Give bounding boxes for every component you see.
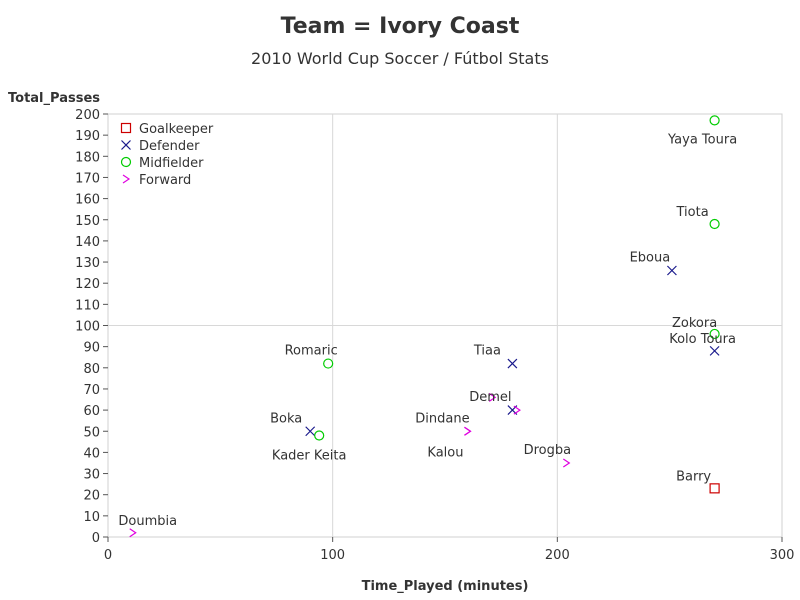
y-axis-label: Total_Passes xyxy=(8,91,100,106)
point-label: Drogba xyxy=(524,443,572,458)
x-tick-label: 200 xyxy=(545,548,570,563)
point-label: Yaya Toura xyxy=(667,132,737,147)
point-label: Demel xyxy=(469,390,511,405)
point-label: Romaric xyxy=(285,344,338,359)
chart-subtitle: 2010 World Cup Soccer / Fútbol Stats xyxy=(251,49,549,68)
y-tick-label: 30 xyxy=(83,468,100,483)
point-label: Tiaa xyxy=(473,344,501,359)
forward-marker xyxy=(513,405,521,415)
x-tick-label: 0 xyxy=(104,548,112,563)
forward-marker xyxy=(122,174,131,184)
point-label: Kalou xyxy=(427,445,463,460)
y-tick-label: 160 xyxy=(75,193,100,208)
y-tick-label: 100 xyxy=(75,320,100,335)
point-label: Dindane xyxy=(415,411,469,426)
forward-marker xyxy=(129,528,137,538)
midfielder-marker xyxy=(709,328,720,340)
y-tick-label: 140 xyxy=(75,235,100,250)
midfielder-marker xyxy=(709,115,720,126)
y-tick-label: 180 xyxy=(75,150,100,165)
goalkeeper-marker xyxy=(709,483,720,494)
y-tick-label: 90 xyxy=(83,341,100,356)
forward-marker xyxy=(464,426,472,436)
point-label: Kader Keita xyxy=(272,448,347,463)
y-tick-label: 120 xyxy=(75,277,100,292)
legend-label: Midfielder xyxy=(139,156,204,171)
y-tick-label: 20 xyxy=(83,489,100,504)
x-tick-label: 100 xyxy=(320,548,345,563)
defender-marker xyxy=(709,345,720,356)
point-label: Boka xyxy=(270,411,302,426)
legend: Goalkeeper Defender Midfielder Forward xyxy=(120,122,214,188)
midfielder-marker xyxy=(120,156,132,168)
axes-layer: 0 10 20 30 40 50 60 70 80 90 100 110 120 130 140 150 160… xyxy=(75,108,794,563)
y-tick-label: 40 xyxy=(83,446,100,461)
point-label: Zokora xyxy=(672,316,717,331)
y-tick-label: 150 xyxy=(75,214,100,229)
y-tick-label: 10 xyxy=(83,510,100,525)
forward-marker xyxy=(562,458,571,468)
y-tick-label: 200 xyxy=(75,108,100,123)
midfielder-marker xyxy=(314,430,325,441)
point-label: Tiota xyxy=(676,205,709,220)
legend-label: Goalkeeper xyxy=(139,122,214,137)
x-axis-label: Time_Played (minutes) xyxy=(362,579,529,594)
midfielder-marker xyxy=(323,358,334,369)
y-tick-label: 50 xyxy=(83,425,100,440)
defender-marker xyxy=(507,358,518,369)
y-tick-label: 130 xyxy=(75,256,100,271)
y-tick-label: 0 xyxy=(92,531,100,546)
y-tick-label: 170 xyxy=(75,171,100,186)
goalkeeper-marker xyxy=(120,122,132,134)
point-label: Barry xyxy=(676,469,711,484)
y-tick-label: 110 xyxy=(75,298,100,313)
legend-label: Defender xyxy=(139,139,200,154)
point-label: Eboua xyxy=(630,251,671,266)
midfielder-marker xyxy=(709,218,720,230)
defender-marker xyxy=(305,426,316,437)
chart-title: Team = Ivory Coast xyxy=(281,14,520,39)
y-tick-label: 70 xyxy=(83,383,100,398)
grid-layer xyxy=(108,114,782,537)
y-tick-label: 190 xyxy=(75,129,100,144)
labels-layer: Barry Eboua Kolo Toura Tiaa Demel Boka Yaya To… xyxy=(118,132,737,528)
point-label: Kolo Toura xyxy=(669,332,736,347)
y-tick-label: 60 xyxy=(83,404,100,419)
defender-marker xyxy=(666,265,677,276)
forward-marker xyxy=(488,392,497,402)
y-tick-label: 80 xyxy=(83,362,100,377)
point-label: Doumbia xyxy=(118,514,177,529)
x-tick-label: 300 xyxy=(770,548,795,563)
defender-marker xyxy=(121,140,131,150)
legend-label: Forward xyxy=(139,173,191,188)
points-layer xyxy=(129,115,720,538)
